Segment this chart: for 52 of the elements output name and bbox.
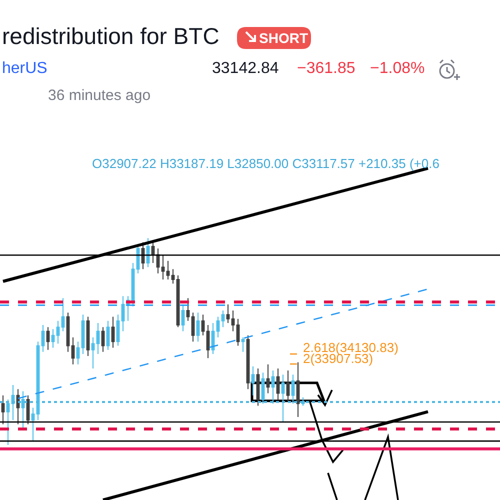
text: 33142.84	[212, 60, 279, 77]
candlestick	[196, 312, 200, 342]
candlestick	[81, 314, 85, 354]
annotation: 2.618(34130.83)	[303, 340, 398, 355]
candlestick	[51, 328, 55, 348]
candlestick	[236, 318, 240, 346]
candlestick	[226, 304, 230, 324]
candlestick	[76, 341, 80, 365]
candlestick	[186, 298, 190, 322]
candlestick	[1, 394, 5, 425]
text: −1.08%	[370, 60, 425, 77]
candlestick	[276, 368, 280, 400]
candlestick	[66, 312, 70, 352]
candlestick	[101, 326, 105, 352]
candlestick	[201, 314, 205, 336]
candlestick	[231, 310, 235, 332]
candlestick	[181, 304, 185, 332]
text: −361.85	[297, 60, 356, 77]
candlestick	[106, 320, 110, 350]
candlestick	[56, 320, 60, 344]
candlestick	[286, 370, 290, 402]
candlestick	[221, 310, 225, 328]
text: SHORT	[259, 30, 308, 46]
candlestick	[46, 326, 50, 350]
candlestick	[71, 336, 75, 365]
candlestick	[251, 366, 255, 396]
candlestick	[31, 407, 35, 442]
text: 36 minutes ago	[48, 87, 151, 104]
candlestick	[91, 336, 95, 369]
candlestick	[96, 322, 100, 354]
candlestick	[61, 298, 65, 332]
candlestick	[111, 316, 115, 348]
candlestick	[241, 336, 245, 352]
candlestick	[171, 268, 175, 284]
candlestick	[16, 388, 20, 425]
candlestick	[86, 316, 90, 357]
candlestick	[191, 312, 195, 342]
candlestick	[161, 254, 165, 280]
candlestick	[116, 314, 120, 346]
candlestick	[41, 324, 45, 352]
candlestick	[206, 324, 210, 359]
candlestick	[166, 260, 170, 280]
candlestick	[256, 368, 260, 406]
candlestick	[211, 322, 215, 354]
candlestick	[121, 296, 125, 332]
candlestick	[266, 364, 270, 394]
text: herUS	[2, 60, 48, 77]
chart-title: redistribution for BTC	[2, 23, 220, 50]
candlestick	[216, 316, 220, 338]
candlestick	[156, 248, 160, 274]
candlestick	[296, 362, 300, 418]
text: O32907.22 H33187.19 L32850.00 C33117.57 +210.35 (+0.6	[92, 156, 440, 171]
